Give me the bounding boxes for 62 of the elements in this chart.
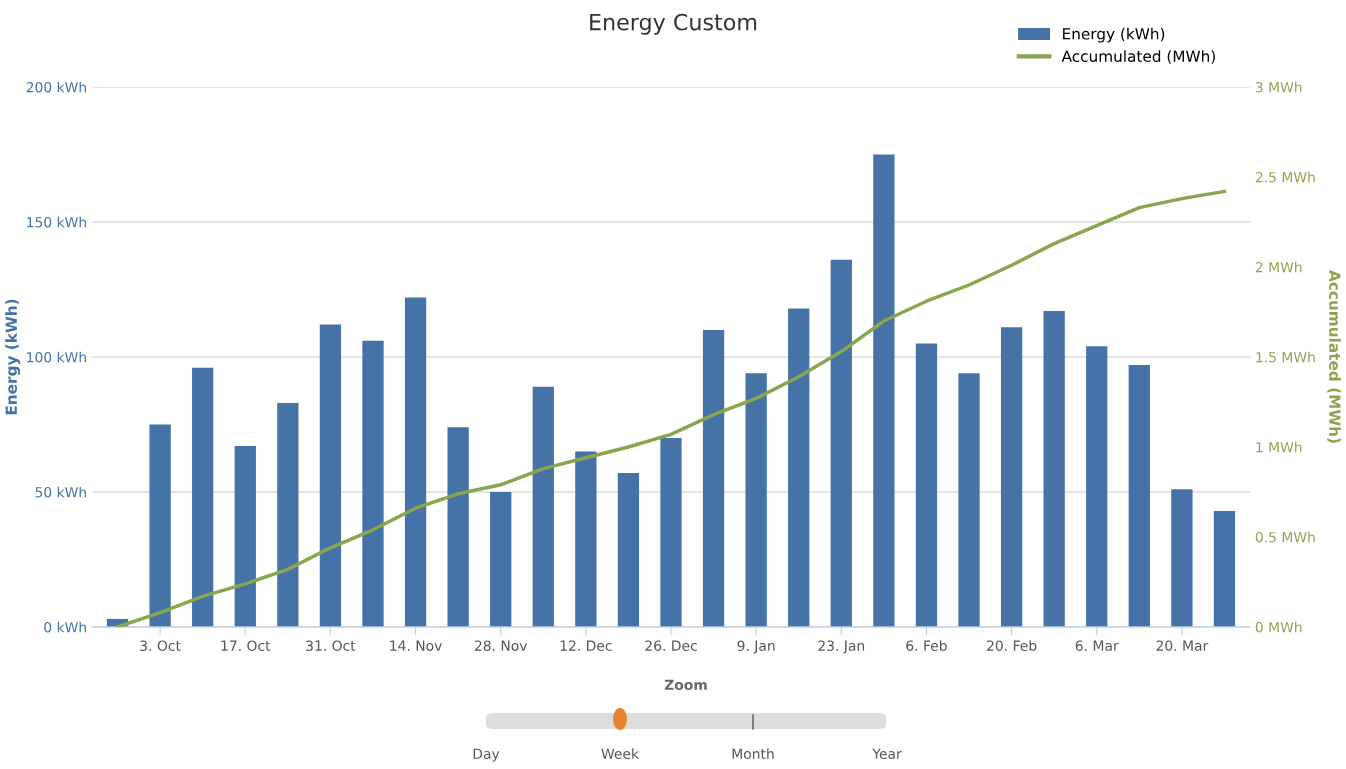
x-tick-label: 20. Mar	[1156, 640, 1209, 651]
y-axis-title: Energy (kWh)	[5, 299, 21, 415]
x-tick-label: 12. Dec	[560, 640, 612, 651]
legend-label: Energy (kWh)	[1063, 27, 1165, 43]
bar	[873, 154, 895, 627]
bar	[1171, 489, 1193, 627]
bar	[532, 386, 554, 627]
x-tick-label: 31. Oct	[306, 640, 356, 651]
x-tick-label: 20. Feb	[987, 640, 1037, 651]
text: Month	[732, 748, 774, 760]
bar	[660, 438, 682, 627]
y2-tick-label: 1.5 MWh	[1256, 351, 1315, 363]
y-tick-label: 0 kWh	[44, 621, 86, 633]
x-tick-label: 26. Dec	[645, 640, 697, 651]
bar	[319, 324, 342, 627]
bar	[447, 427, 469, 627]
bar	[617, 473, 640, 627]
x-tick-label: 6. Mar	[1075, 640, 1119, 651]
bar	[1128, 365, 1150, 627]
x-tick-label: 3. Oct	[140, 640, 181, 651]
bar	[788, 308, 810, 627]
y-tick-label: 50 kWh	[35, 486, 86, 498]
bar	[1086, 346, 1108, 627]
bar	[830, 259, 852, 627]
bar	[702, 330, 725, 627]
y2-tick-label: 0.5 MWh	[1255, 531, 1315, 543]
x-tick-label: 28. Nov	[474, 640, 528, 651]
line-series	[115, 189, 1227, 627]
bar	[1043, 311, 1065, 627]
legend-label: Accumulated (MWh)	[1061, 50, 1215, 64]
y-tick-label: 150 kWh	[27, 216, 86, 228]
x-tick-label: 6. Feb	[906, 640, 947, 651]
x-tick-label: 9. Jan	[737, 640, 775, 654]
y2-tick-label: 2 MWh	[1255, 261, 1302, 273]
bar	[915, 343, 938, 627]
bar	[362, 340, 384, 627]
y2-tick-label: 2.5 MWh	[1255, 171, 1315, 183]
x-tick-label: 14. Nov	[390, 640, 442, 651]
x-tick-label: 17. Oct	[221, 640, 271, 651]
text: Year	[872, 748, 902, 760]
text: Day	[473, 748, 500, 762]
bar	[192, 367, 214, 627]
bar	[1000, 327, 1023, 627]
bar	[745, 373, 767, 627]
y-tick-label: 100 kWh	[27, 351, 86, 363]
y2-axis-title: Accumulated (MWh)	[1327, 270, 1341, 443]
y2-tick-label: 1 MWh	[1256, 441, 1302, 453]
y2-tick-label: 3 MWh	[1255, 81, 1302, 93]
bar	[277, 402, 299, 627]
text: Zoom	[664, 679, 707, 691]
x-tick-label: 23. Jan	[818, 640, 865, 654]
y-tick-label: 200 kWh	[26, 81, 86, 93]
text: Week	[601, 748, 639, 760]
bar	[404, 297, 427, 627]
bar	[958, 373, 980, 627]
bar	[149, 424, 171, 627]
y2-tick-label: 0 MWh	[1255, 621, 1302, 633]
chart-title: Energy Custom	[590, 13, 757, 35]
bar	[575, 451, 597, 627]
bar	[234, 446, 256, 627]
bar	[1213, 510, 1236, 627]
bar	[490, 492, 512, 627]
